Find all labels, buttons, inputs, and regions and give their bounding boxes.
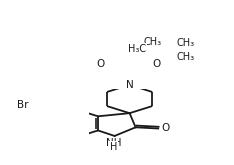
Text: O: O — [153, 59, 161, 69]
Text: NH: NH — [106, 138, 122, 148]
Text: N: N — [126, 80, 133, 90]
Text: Br: Br — [17, 100, 29, 110]
Text: O: O — [161, 123, 169, 133]
Text: CH₃: CH₃ — [143, 37, 161, 47]
Text: O: O — [97, 59, 105, 69]
Text: H₃C: H₃C — [128, 44, 146, 54]
Text: CH₃: CH₃ — [176, 38, 194, 48]
Text: H: H — [110, 142, 117, 152]
Text: CH₃: CH₃ — [176, 52, 194, 62]
